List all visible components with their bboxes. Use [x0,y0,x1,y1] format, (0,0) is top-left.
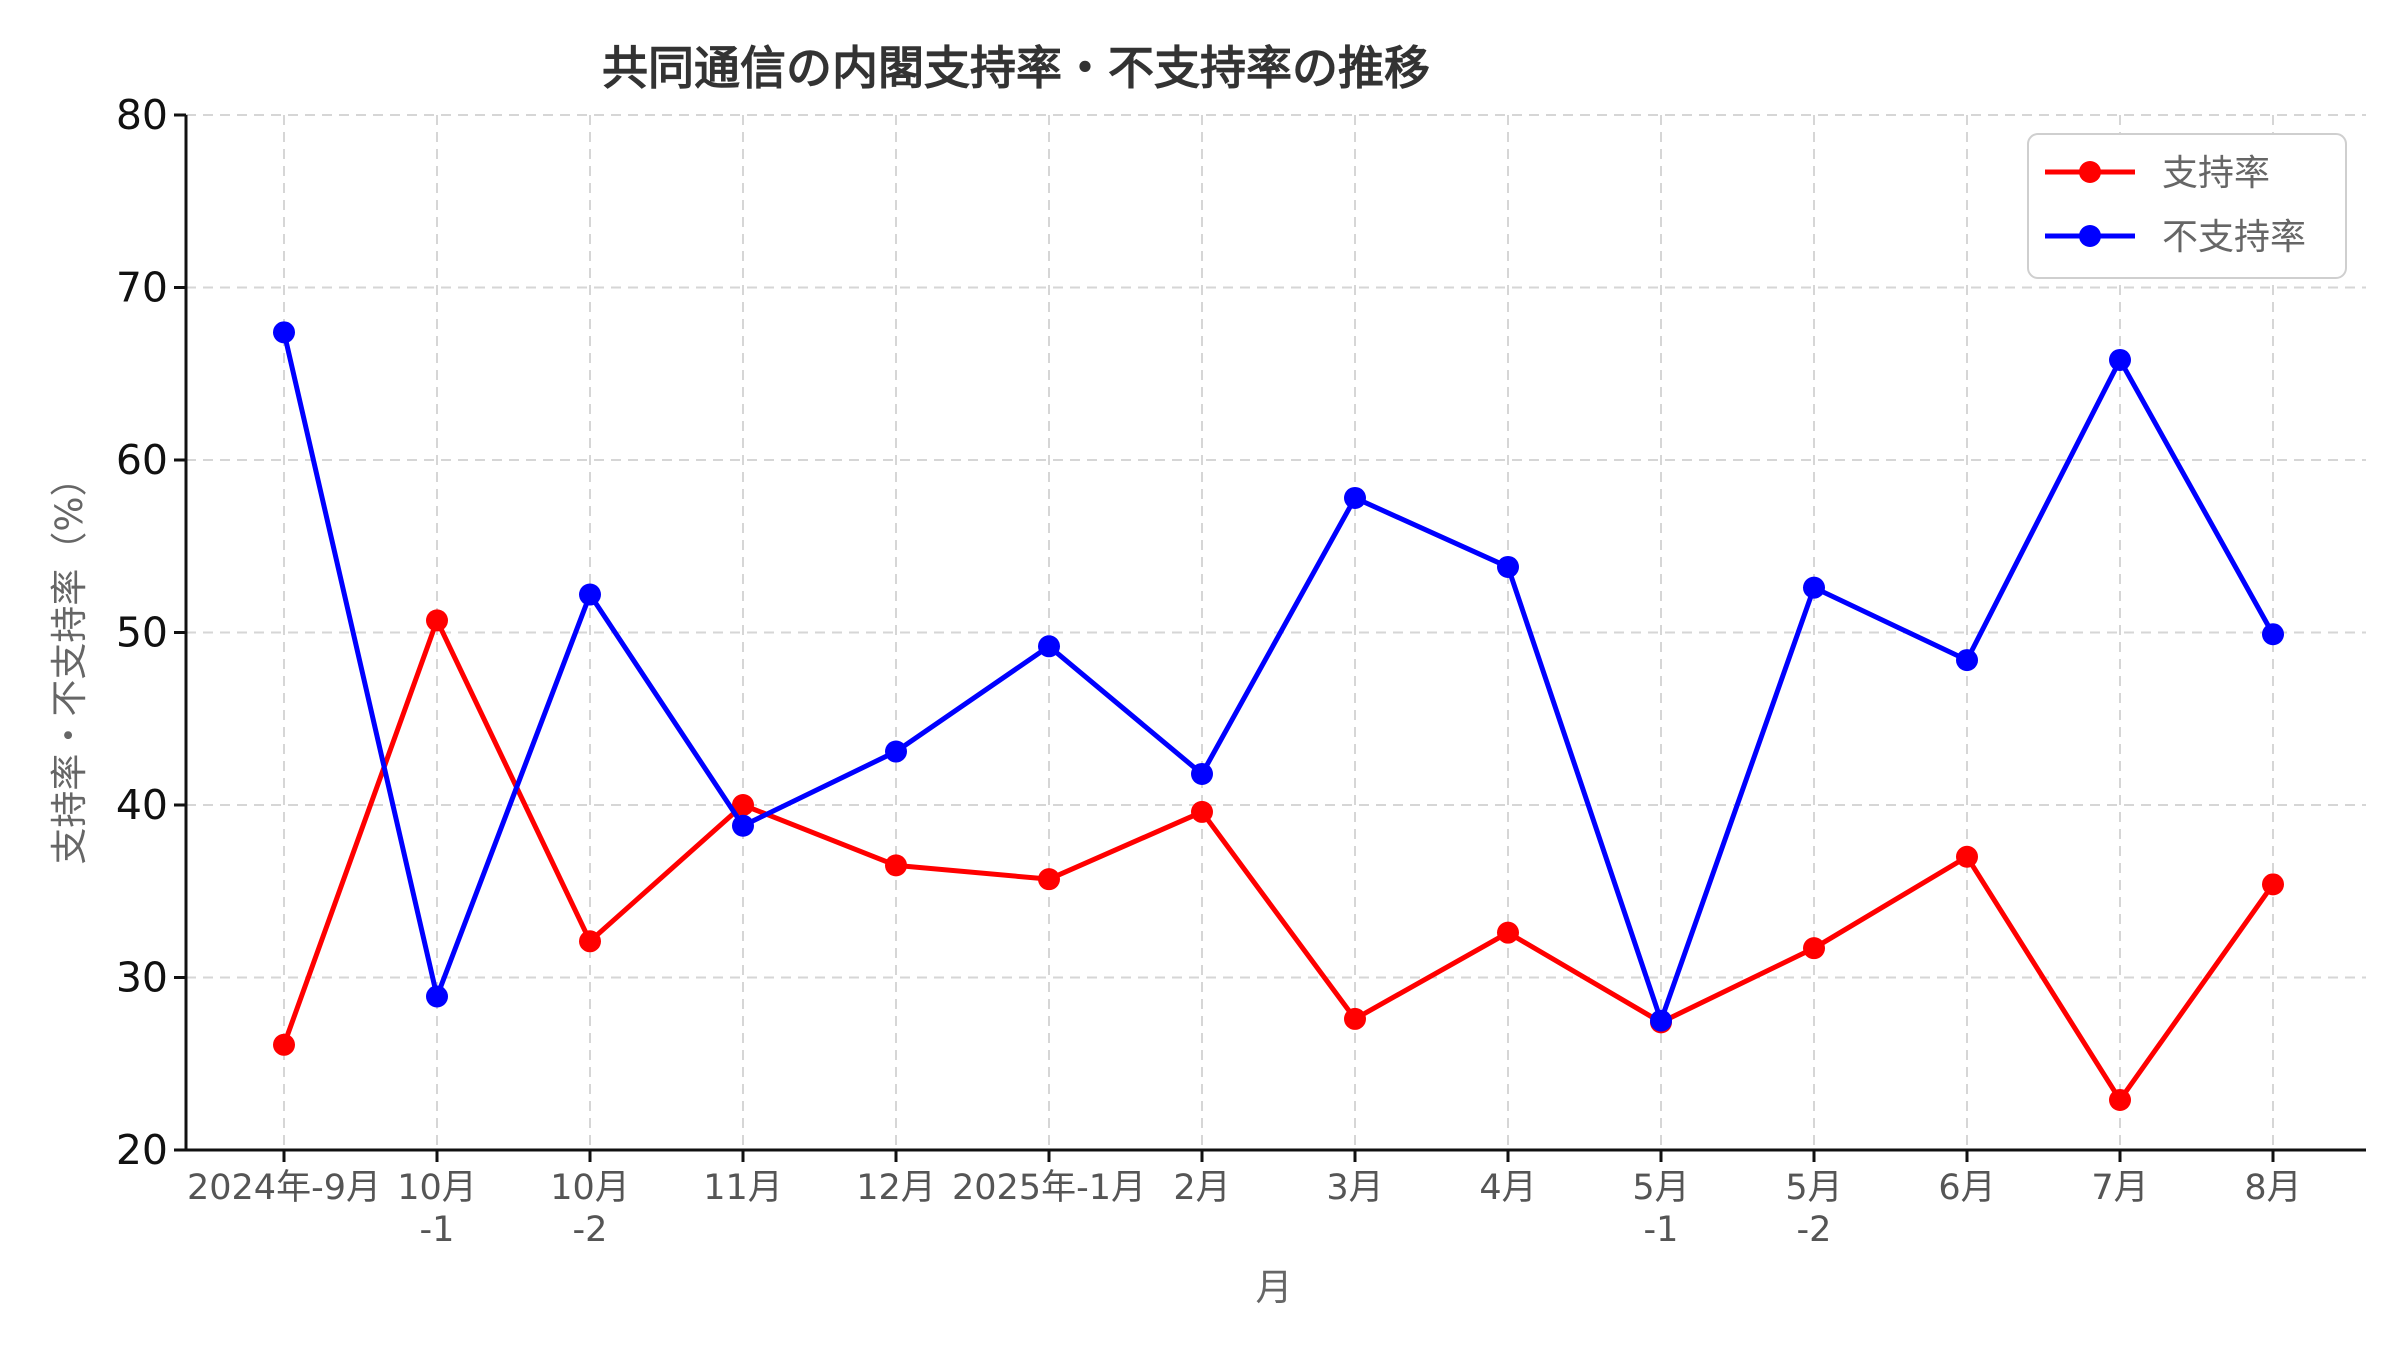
disapproval-series-point [1956,649,1978,672]
support-series-point [1038,868,1060,891]
support-series-line [281,617,2276,1103]
series-layer [273,321,2284,1111]
disapproval-series-line [281,329,2276,1024]
x-tick-label: 10月-2 [550,1168,630,1250]
support-series-point [1497,921,1519,944]
axis-layer [174,113,2366,1162]
x-tick-label: 3月 [1326,1168,1383,1208]
legend-marker-support-point [2079,161,2101,183]
y-tick-label: 50 [116,609,168,657]
y-tick-label: 60 [116,436,168,484]
disapproval-series-point [426,985,448,1008]
legend-label-support: 支持率 [2162,153,2270,194]
support-series-point [273,1033,295,1056]
legend-label-disapproval: 不支持率 [2162,217,2306,258]
x-tick-label: 11月 [703,1168,783,1208]
disapproval-series-point [273,321,295,344]
x-tick-label: 6月 [1938,1168,1995,1208]
y-axis-label: 支持率・不支持率（%） [48,459,91,864]
support-series-point [1956,845,1978,868]
x-tick-label: 10月-1 [397,1168,477,1250]
disapproval-series-point [2109,348,2131,371]
legend: 支持率 不支持率 [2027,133,2347,279]
disapproval-series-point [1803,576,1825,599]
chart-title: 共同通信の内閣支持率・不支持率の推移 [602,41,1430,95]
support-series-point [579,930,601,953]
x-tick-label: 5月-2 [1785,1168,1842,1250]
support-series-point [426,609,448,632]
support-series-point [732,794,754,816]
x-tick-label: 12月 [856,1168,936,1208]
x-tick-label: 2025年-1月 [952,1168,1146,1208]
x-tick-label: 8月 [2244,1168,2301,1208]
support-series-point [2109,1088,2131,1111]
legend-marker-disapproval-point [2079,225,2101,247]
tick-label-layer: 20 30 40 50 60 70 80 2024年-9月 10月-1 10月-2 11月 12月 20… [116,91,2302,1250]
support-series-point [1803,937,1825,960]
disapproval-series-point [1344,486,1366,509]
disapproval-series-point [732,814,754,837]
disapproval-series-point [2262,623,2284,646]
disapproval-series-point [885,740,907,763]
disapproval-series-point [1650,1009,1672,1032]
support-series-point [1191,800,1213,823]
y-tick-label: 20 [116,1126,168,1174]
y-tick-label: 70 [116,264,168,312]
x-tick-label: 7月 [2091,1168,2148,1208]
disapproval-series-point [1497,555,1519,578]
support-series-point [1344,1007,1366,1030]
y-tick-label: 40 [116,781,168,829]
x-tick-label: 4月 [1479,1168,1536,1208]
disapproval-series-point [1191,762,1213,785]
grid-layer [186,114,2366,1150]
support-series-point [2262,873,2284,896]
y-tick-label: 80 [116,91,168,139]
x-tick-label: 2024年-9月 [187,1168,381,1208]
x-tick-label: 5月-1 [1632,1168,1689,1250]
support-series-point [885,854,907,877]
disapproval-series-point [1038,635,1060,658]
disapproval-series-point [579,583,601,606]
x-tick-label: 2月 [1173,1168,1230,1208]
y-tick-label: 30 [116,954,168,1002]
x-axis-label: 月 [1256,1266,1293,1309]
